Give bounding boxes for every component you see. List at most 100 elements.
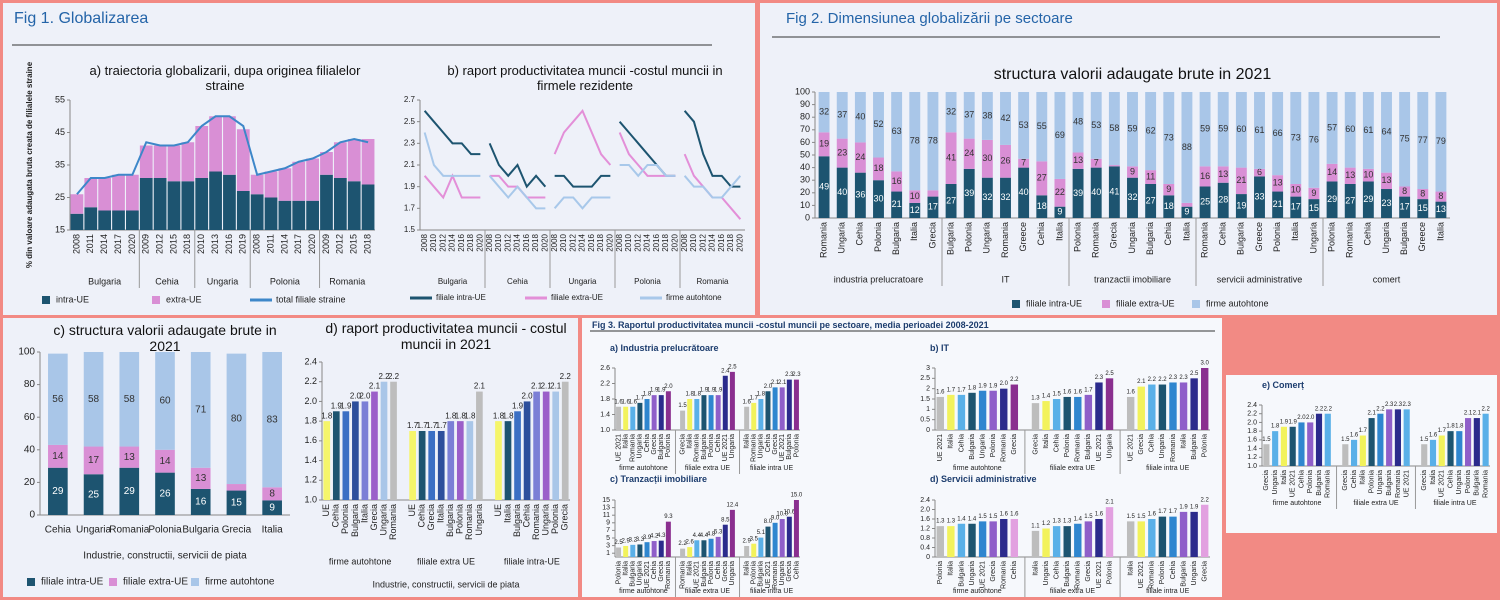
data-label: 49 xyxy=(819,182,829,192)
data-label: 2.2 xyxy=(378,372,390,381)
data-label: 1.9 xyxy=(707,388,716,394)
data-label: 1.3 xyxy=(936,519,945,525)
data-label: 21 xyxy=(892,199,902,209)
data-label: 55 xyxy=(1037,121,1047,131)
x-tick-label: Bulgaria xyxy=(1316,470,1323,496)
bar xyxy=(779,519,785,557)
bar-segment xyxy=(818,92,830,133)
bar-segment xyxy=(195,126,209,178)
bar xyxy=(1169,382,1177,430)
data-label: 1.3 xyxy=(947,519,956,525)
y-tick-label: 0.8 xyxy=(920,535,930,542)
data-label: 1.6 xyxy=(1000,512,1009,518)
data-label: 1.6 xyxy=(1074,390,1083,396)
bar-segment xyxy=(209,171,222,230)
y-tick-label: 1.2 xyxy=(920,525,930,532)
y-tick-label: 1 xyxy=(606,550,610,557)
data-label: 60 xyxy=(159,396,171,407)
data-label: 2.5 xyxy=(1105,371,1114,377)
data-label: 2.1 xyxy=(1464,411,1473,417)
legend-label: filiale intra-UE xyxy=(436,293,486,302)
data-label: 8 xyxy=(1438,191,1443,201)
x-tick-label: Polonia xyxy=(937,561,944,584)
bar-segment xyxy=(126,174,139,211)
x-tick-label: Bulgaria xyxy=(1064,561,1071,587)
y-tick-label: 2.0 xyxy=(1247,419,1257,426)
data-label: 9.0 xyxy=(771,515,780,521)
x-tick-label: UE 2021 xyxy=(1096,561,1103,588)
bar-segment xyxy=(854,92,866,143)
x-tick-label: Polonia xyxy=(708,561,715,584)
x-tick-label: 2020 xyxy=(735,233,744,251)
x-tick-label: 2012 xyxy=(154,234,164,254)
bar xyxy=(765,391,771,430)
bar xyxy=(989,390,997,430)
x-tick-label: Cehia xyxy=(644,434,651,452)
group-label: industria prelucratoare xyxy=(834,274,924,284)
bar-segment xyxy=(981,139,993,178)
bar xyxy=(968,392,976,430)
x-tick-label: 2012 xyxy=(503,233,512,251)
x-tick-label: 2018 xyxy=(531,233,540,251)
data-label: 1.6 xyxy=(936,390,945,396)
bar-segment xyxy=(963,92,975,139)
x-tick-label: Bulgaria xyxy=(1474,470,1481,496)
bar-segment xyxy=(1308,199,1320,218)
y-tick-label: 9 xyxy=(606,520,610,527)
line xyxy=(553,108,612,166)
line xyxy=(423,173,481,200)
data-label: 16 xyxy=(195,497,207,508)
x-tick-label: Romania xyxy=(1075,561,1082,589)
data-label: 18 xyxy=(873,163,883,173)
data-label: 12 xyxy=(910,205,920,215)
data-label: 77 xyxy=(1418,135,1428,145)
data-label: 10 xyxy=(910,191,920,201)
data-label: 4.2 xyxy=(650,534,659,540)
bar-segment xyxy=(333,142,347,178)
x-tick-label: Cehia xyxy=(1011,561,1018,579)
bar-segment xyxy=(1435,191,1447,202)
data-label: 36 xyxy=(855,190,865,200)
bar xyxy=(687,547,693,557)
data-label: 17 xyxy=(928,202,938,212)
data-label: 1.5 xyxy=(978,514,987,520)
bar-segment xyxy=(1344,183,1356,218)
x-tick-label: Italia xyxy=(1430,470,1437,485)
chart-title: c) Tranzacții imobiliare xyxy=(610,474,708,484)
data-label: 10.6 xyxy=(783,509,795,515)
data-label: 4.4 xyxy=(700,533,709,539)
bar xyxy=(1342,444,1349,466)
data-label: 2.1 xyxy=(550,382,562,391)
legend-label: firme autohtone xyxy=(1206,298,1269,308)
x-tick-label: Cehia xyxy=(1149,434,1156,452)
bar xyxy=(701,540,707,557)
bar xyxy=(1031,403,1040,430)
x-tick-label: 2020 xyxy=(127,234,137,254)
bar-segment xyxy=(1181,92,1193,203)
x-tick-label: Ungaria xyxy=(1159,434,1166,459)
bar xyxy=(715,536,721,557)
data-label: 58 xyxy=(1109,123,1119,133)
group-label: Polonia xyxy=(270,276,300,286)
data-label: 3.5 xyxy=(750,536,759,542)
bar-segment xyxy=(84,207,98,230)
x-tick-label: Ungaria xyxy=(1106,434,1113,459)
x-tick-label: Italia xyxy=(743,561,750,576)
data-label: 9 xyxy=(1184,207,1189,217)
bar-segment xyxy=(155,449,175,473)
data-label: 1.4 xyxy=(957,516,966,522)
bar xyxy=(1095,519,1103,557)
x-tick-label: 2008 xyxy=(420,233,429,251)
data-label: 1.7 xyxy=(947,387,956,393)
bar-segment xyxy=(209,116,222,172)
data-label: 1.8 xyxy=(757,392,766,398)
legend-swatch xyxy=(1192,300,1200,308)
y-tick-label: 7 xyxy=(606,527,610,534)
data-label: 2.5 xyxy=(728,364,737,370)
x-tick-label: Italia xyxy=(262,525,284,536)
data-label: 1.6 xyxy=(629,399,638,405)
x-tick-label: Italia xyxy=(1054,222,1064,241)
x-tick-label: Grecia xyxy=(1085,561,1092,582)
x-tick-label: Italia xyxy=(623,561,630,576)
